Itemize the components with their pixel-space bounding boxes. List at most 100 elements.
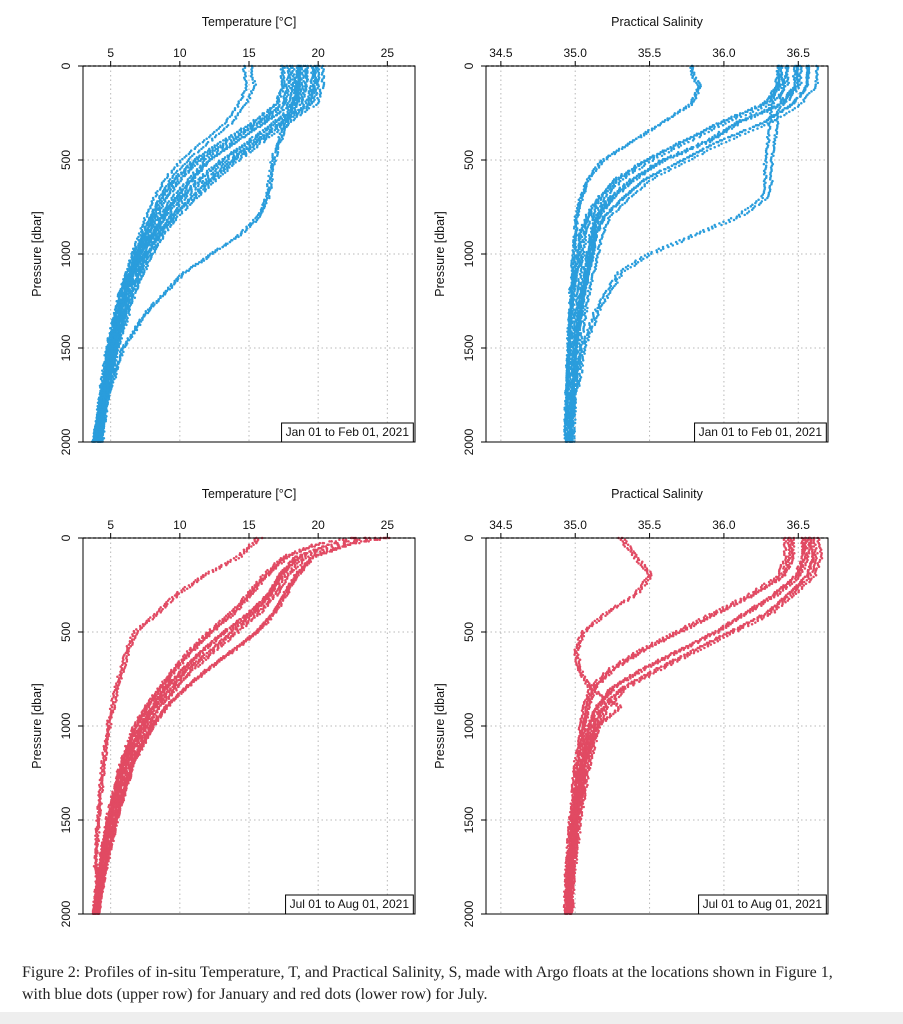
data-dot [180, 276, 183, 279]
data-dot [185, 181, 188, 184]
data-dot [320, 66, 324, 69]
data-dot [202, 174, 206, 178]
data-dot [140, 244, 144, 247]
data-dot [119, 293, 122, 296]
data-dot [135, 328, 139, 332]
data-dot [196, 157, 199, 161]
data-dot [263, 117, 266, 120]
data-dot [218, 162, 222, 166]
data-dot [223, 122, 227, 125]
data-dot [268, 130, 272, 134]
data-dot [180, 191, 183, 195]
data-dot [184, 208, 188, 212]
data-dot [190, 167, 193, 171]
data-dot [127, 301, 131, 305]
y-tick-label: 500 [59, 150, 73, 170]
data-dot [289, 86, 292, 90]
data-dot [161, 196, 165, 200]
data-dot [207, 156, 211, 159]
data-dot [170, 171, 174, 174]
data-dot [224, 142, 228, 146]
data-dot [243, 144, 246, 147]
y-axis-label: Pressure [dbar] [30, 211, 44, 296]
data-dot [275, 120, 278, 124]
data-dot [137, 239, 140, 242]
data-dot [205, 137, 208, 141]
data-dot [222, 167, 226, 171]
data-dot [191, 179, 194, 183]
data-dot [209, 157, 213, 161]
series-profiles-main-a [94, 64, 302, 443]
data-dot [262, 135, 266, 139]
data-dot [187, 200, 190, 203]
data-dot [215, 144, 219, 147]
data-dot [105, 382, 109, 386]
data-dot [236, 113, 239, 117]
data-dot [232, 137, 235, 141]
data-dot [218, 247, 222, 250]
data-dot [243, 135, 246, 139]
data-dot [196, 144, 199, 147]
data-dot [163, 293, 167, 296]
data-dot [117, 338, 120, 342]
data-dot [225, 147, 229, 151]
data-dot [251, 88, 255, 91]
data-dot [236, 156, 240, 159]
data-dot [237, 134, 241, 137]
data-dot [127, 269, 130, 272]
data-dot [139, 320, 143, 323]
data-dot [165, 189, 169, 193]
data-dot [201, 162, 205, 166]
data-dot [300, 108, 303, 112]
data-dot [279, 88, 283, 91]
data-dot [211, 252, 215, 256]
data-dot [174, 184, 178, 188]
data-dot [143, 233, 147, 237]
data-dot [281, 120, 285, 124]
data-dot [167, 183, 170, 186]
data-dot [273, 132, 276, 135]
data-dot [100, 435, 104, 438]
data-dot [226, 169, 229, 173]
data-points [90, 64, 326, 443]
data-dot [145, 267, 148, 271]
data-dot [133, 296, 137, 300]
data-dot [738, 118, 742, 122]
data-dot [102, 401, 106, 404]
data-dot [260, 137, 263, 141]
data-dot [283, 115, 287, 119]
data-dot [267, 118, 270, 122]
series-profiles-cool-shallow [95, 64, 258, 425]
data-dot [169, 210, 173, 213]
data-dot [202, 188, 205, 191]
data-dot [183, 156, 186, 159]
data-dot [184, 169, 187, 173]
x-tick-label: 5 [107, 46, 114, 60]
data-dot [161, 210, 165, 213]
data-dot [148, 230, 151, 234]
data-dot [291, 74, 295, 78]
data-dot [276, 107, 280, 110]
data-dot [154, 195, 158, 198]
data-dot [282, 103, 285, 107]
data-dot [292, 112, 296, 115]
x-tick-label: 20 [311, 46, 325, 60]
y-tick-label: 2000 [59, 428, 73, 455]
data-dot [159, 213, 162, 217]
data-dot [188, 176, 191, 179]
data-dot [215, 154, 219, 157]
data-dot [200, 261, 203, 264]
data-dot [175, 203, 179, 206]
data-dot [281, 108, 285, 112]
data-dot [216, 171, 220, 174]
data-dot [217, 127, 220, 130]
data-dot [193, 147, 197, 151]
data-dot [195, 169, 199, 173]
data-dot [162, 218, 166, 222]
data-dot [216, 174, 220, 178]
data-dot [150, 245, 154, 249]
data-dot [176, 189, 180, 193]
data-dot [218, 152, 221, 156]
data-dot [250, 135, 254, 139]
data-dot [171, 189, 175, 193]
